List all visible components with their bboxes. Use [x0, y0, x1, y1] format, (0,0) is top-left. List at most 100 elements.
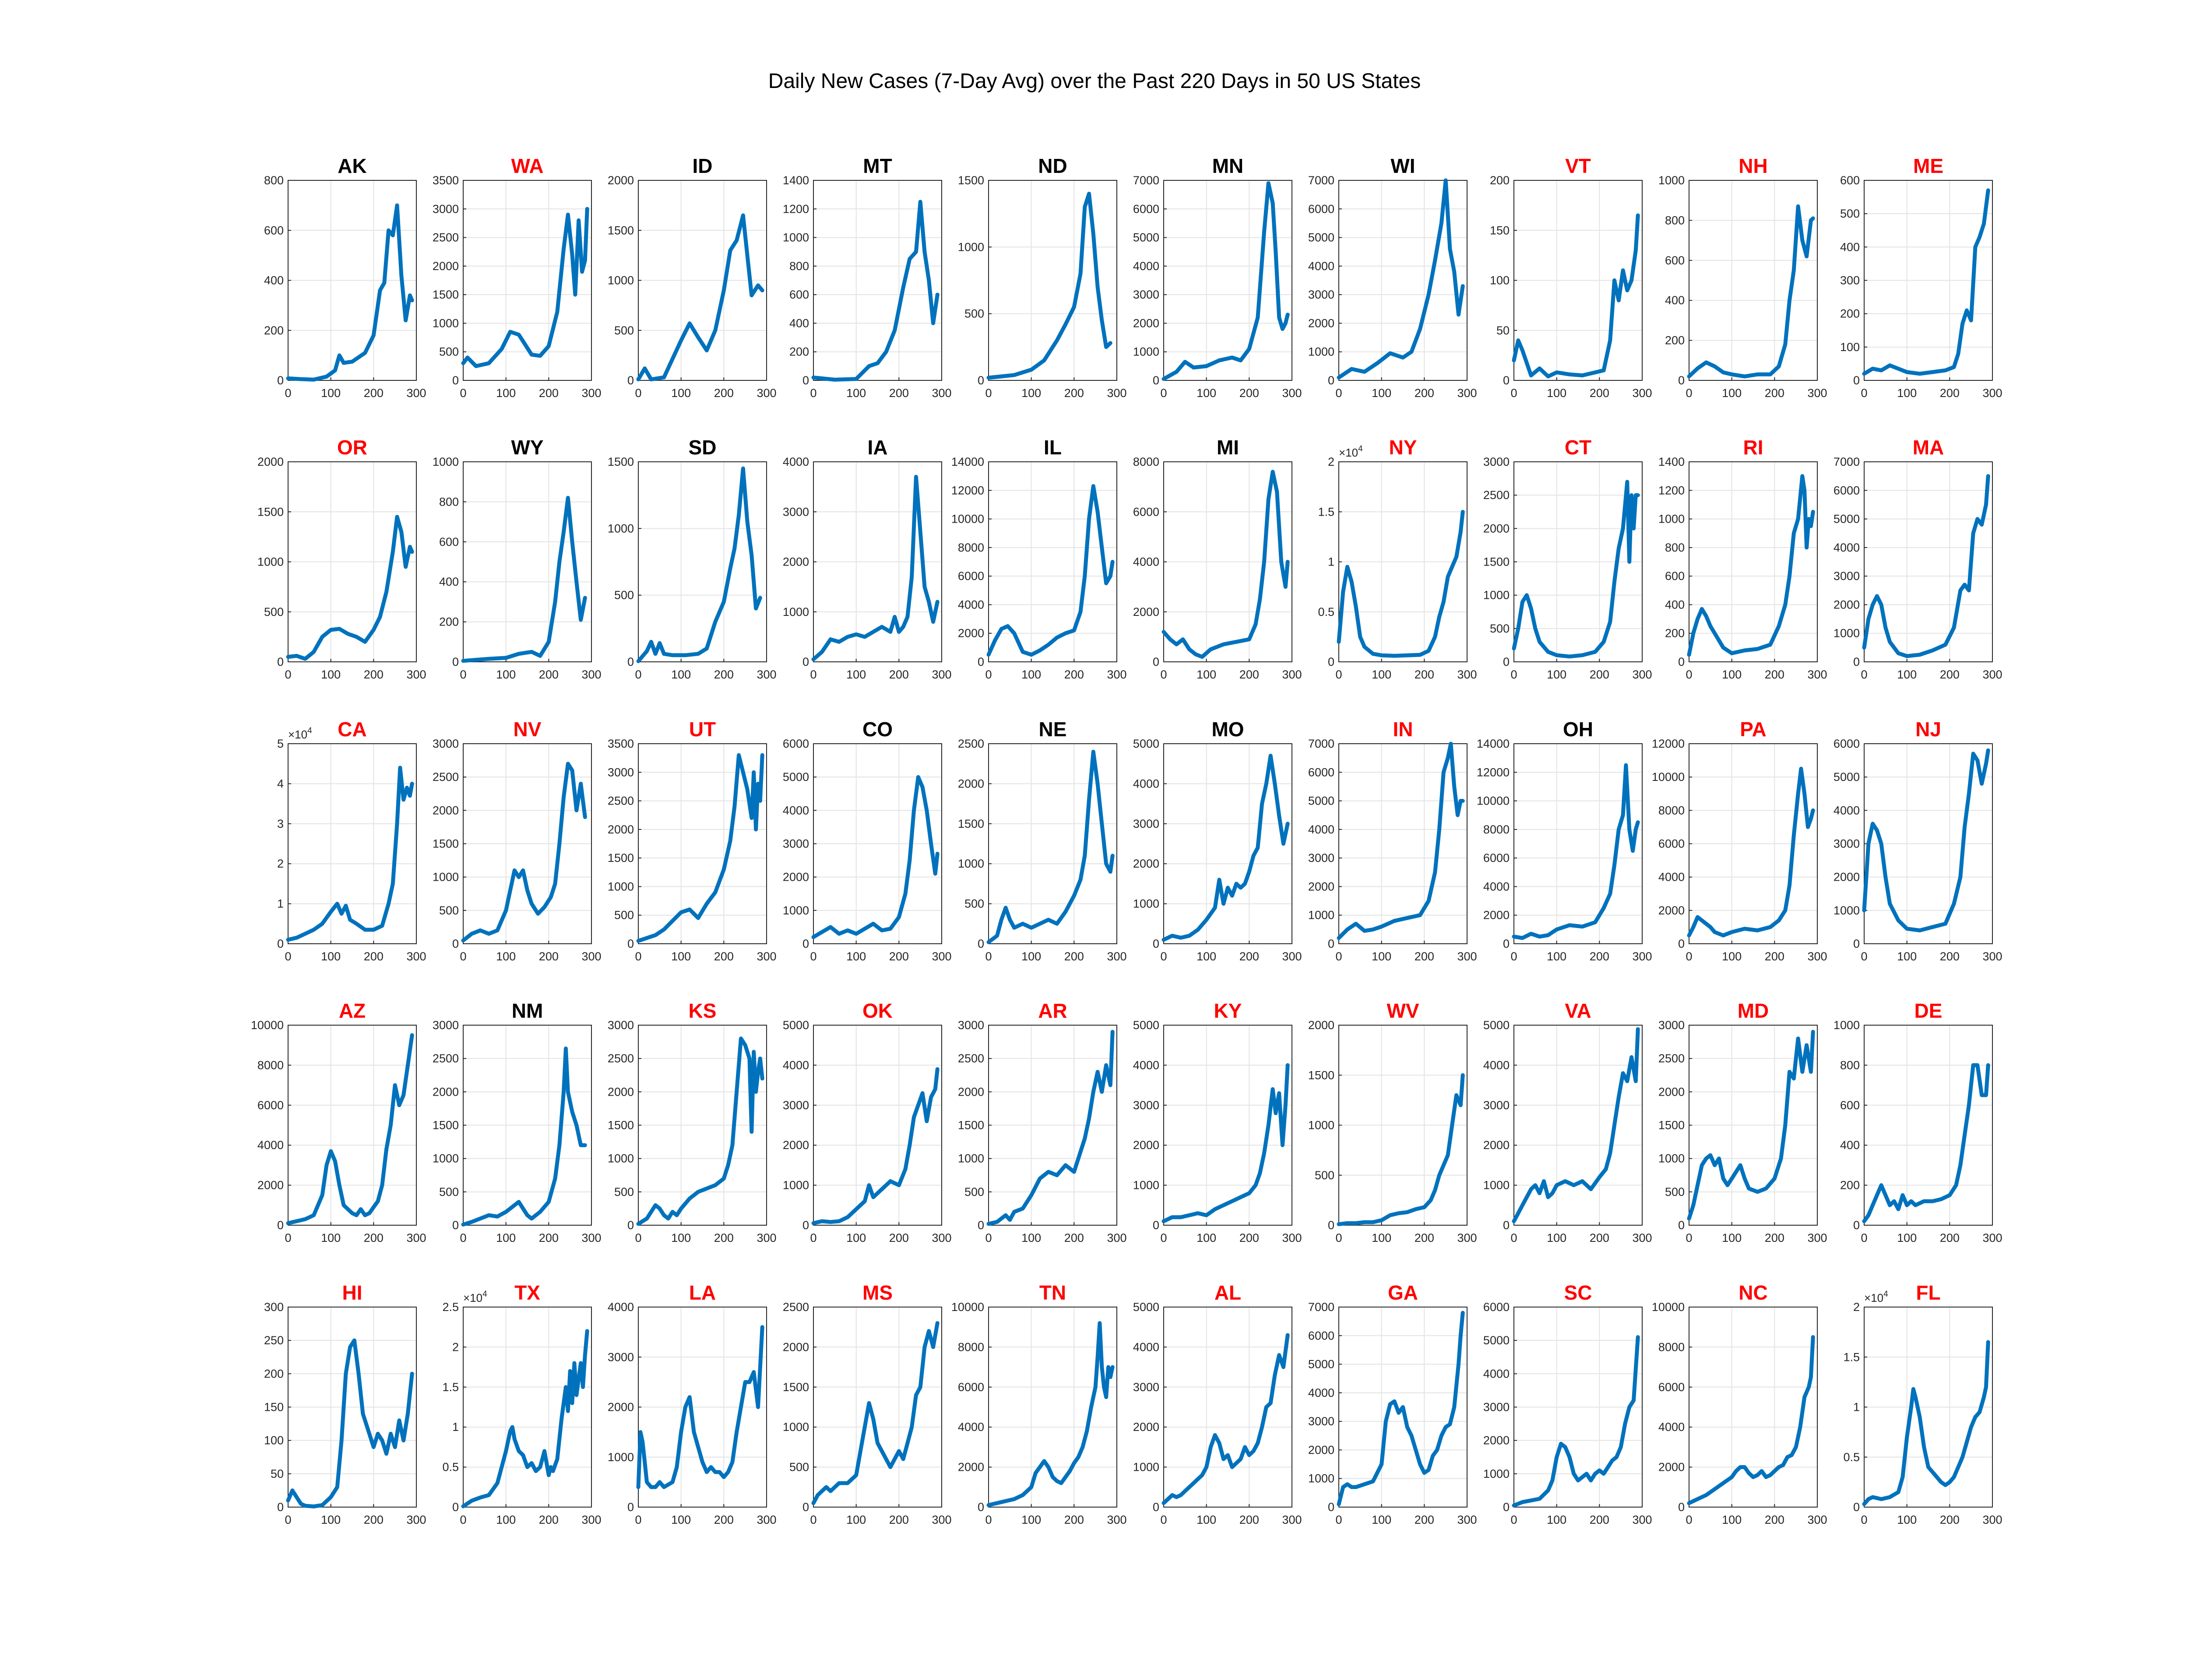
y-tick-label: 8000 — [1483, 823, 1510, 836]
y-tick-label: 100 — [264, 1434, 284, 1447]
x-tick-label: 200 — [539, 950, 559, 963]
x-tick-label: 300 — [1107, 387, 1126, 400]
y-tick-label: 10000 — [951, 513, 984, 526]
y-tick-label: 8000 — [1133, 455, 1159, 468]
y-tick-label: 400 — [1665, 294, 1685, 307]
panel-title: DE — [1914, 999, 1943, 1022]
y-tick-label: 2000 — [783, 555, 809, 569]
y-tick-label: 1000 — [608, 274, 634, 287]
y-tick-label: 1000 — [608, 522, 634, 535]
panel-title: NH — [1739, 155, 1767, 177]
y-tick-label: 3000 — [783, 1099, 809, 1112]
axes-box — [288, 743, 417, 944]
series-line-nd — [986, 192, 1112, 380]
y-tick-label: 8000 — [1658, 804, 1685, 817]
y-tick-label: 4000 — [783, 455, 809, 468]
y-tick-label: 400 — [439, 575, 459, 588]
x-tick-label: 200 — [1415, 1513, 1434, 1526]
y-tick-label: 1000 — [783, 1420, 809, 1434]
y-tick-label: 3000 — [1834, 837, 1860, 851]
x-tick-label: 300 — [1632, 668, 1652, 681]
y-tick-label: 2 — [1328, 455, 1334, 468]
y-tick-label: 3000 — [433, 202, 459, 215]
x-tick-label: 300 — [581, 1231, 601, 1244]
panel-or: 0 100 200 300 0 500 1000 1500 2000 OR — [257, 436, 426, 681]
y-tick-label: 3000 — [1483, 1099, 1510, 1112]
x-tick-label: 200 — [714, 950, 734, 963]
x-tick-label: 200 — [1415, 668, 1434, 681]
y-tick-label: 50 — [271, 1467, 284, 1480]
x-tick-label: 300 — [581, 1513, 601, 1526]
y-tick-label: 12000 — [1652, 737, 1685, 750]
y-tick-label: 0 — [1853, 374, 1860, 387]
y-tick-label: 7000 — [1133, 174, 1159, 187]
panel-tx: 0 100 200 300 0 0.5 1 1.5 2 2.5 ×104 TX — [442, 1281, 601, 1526]
series-line-me — [1862, 188, 1990, 376]
y-tick-label: 1000 — [1483, 1179, 1510, 1192]
x-tick-label: 300 — [1982, 950, 2002, 963]
y-tick-label: 1000 — [1308, 1472, 1334, 1485]
y-tick-label: 0 — [978, 937, 984, 950]
y-tick-label: 0 — [802, 655, 809, 668]
x-tick-label: 100 — [1722, 1513, 1742, 1526]
y-tick-label: 1000 — [783, 605, 809, 619]
x-tick-label: 300 — [581, 387, 601, 400]
y-tick-label: 0 — [277, 1219, 284, 1232]
x-tick-label: 100 — [1372, 1513, 1391, 1526]
x-tick-label: 200 — [889, 1513, 909, 1526]
y-tick-label: 250 — [264, 1334, 284, 1347]
x-tick-label: 100 — [846, 387, 866, 400]
y-tick-label: 0 — [1328, 655, 1334, 668]
x-tick-label: 200 — [714, 1513, 734, 1526]
y-tick-label: 0 — [627, 1501, 634, 1514]
axes-box — [1163, 1025, 1292, 1226]
series-line-nh — [1687, 204, 1815, 379]
y-tick-label: 10000 — [951, 1300, 984, 1314]
y-tick-label: 1500 — [1658, 1119, 1685, 1132]
y-tick-label: 2000 — [1133, 1420, 1159, 1434]
y-tick-label: 800 — [1665, 541, 1685, 554]
x-tick-label: 300 — [757, 950, 776, 963]
x-tick-label: 100 — [1021, 1231, 1041, 1244]
x-tick-label: 0 — [1160, 387, 1167, 400]
y-exponent-label: ×104 — [288, 726, 312, 741]
x-tick-label: 200 — [1590, 387, 1609, 400]
x-tick-label: 0 — [285, 1513, 291, 1526]
y-tick-label: 0 — [1853, 1501, 1860, 1514]
y-tick-label: 5000 — [1308, 1358, 1334, 1371]
x-tick-label: 300 — [581, 950, 601, 963]
x-tick-label: 200 — [1940, 950, 1960, 963]
y-tick-label: 200 — [1840, 1179, 1860, 1192]
x-tick-label: 300 — [932, 1231, 951, 1244]
y-tick-label: 400 — [264, 274, 284, 287]
x-tick-label: 200 — [364, 387, 384, 400]
x-tick-label: 0 — [635, 1513, 641, 1526]
y-tick-label: 200 — [264, 1367, 284, 1380]
y-tick-label: 500 — [614, 589, 634, 602]
y-tick-label: 1000 — [433, 455, 459, 468]
y-tick-label: 5000 — [1834, 513, 1860, 526]
y-tick-label: 1000 — [1133, 345, 1159, 358]
y-tick-label: 100 — [1490, 274, 1510, 287]
y-tick-label: 100 — [1840, 341, 1860, 354]
y-tick-label: 4000 — [783, 804, 809, 817]
x-tick-label: 200 — [714, 668, 734, 681]
x-tick-label: 200 — [1590, 950, 1609, 963]
y-exponent-label: ×104 — [1339, 444, 1363, 459]
x-tick-label: 100 — [1547, 387, 1566, 400]
axes-box — [813, 1025, 942, 1226]
axes-box — [463, 180, 592, 381]
y-tick-label: 7000 — [1308, 737, 1334, 750]
panel-title: AZ — [339, 999, 366, 1022]
series-line-ny — [1337, 510, 1465, 658]
panel-ca: 0 100 200 300 0 1 2 3 4 5 ×104 CA — [277, 718, 426, 963]
y-tick-label: 4000 — [257, 1139, 284, 1152]
y-tick-label: 0 — [277, 1501, 284, 1514]
y-tick-label: 600 — [1665, 569, 1685, 583]
y-tick-label: 0 — [802, 374, 809, 387]
y-tick-label: 3000 — [1658, 1019, 1685, 1032]
x-tick-label: 200 — [1765, 1231, 1784, 1244]
y-tick-label: 3000 — [1133, 817, 1159, 830]
x-tick-label: 0 — [460, 668, 466, 681]
